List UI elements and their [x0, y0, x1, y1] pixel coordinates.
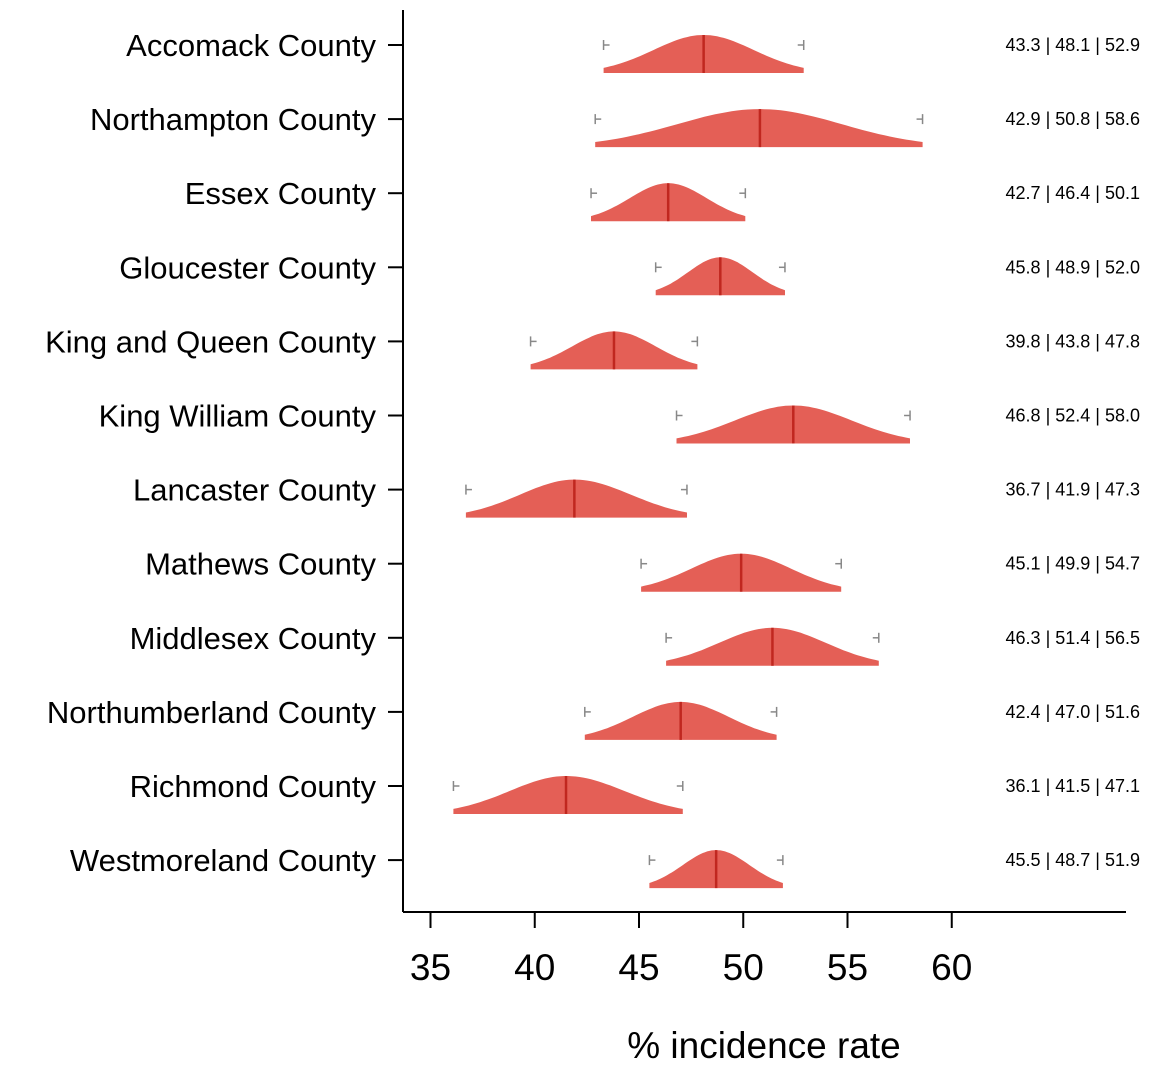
x-tick-label: 55: [827, 947, 868, 988]
interval-annotation: 36.1 | 41.5 | 47.1: [1006, 776, 1140, 796]
y-tick-label: Northumberland County: [47, 695, 377, 730]
row: Northampton County 42.9 | 50.8 | 58.6: [90, 102, 1140, 148]
row: Gloucester County 45.8 | 48.9 | 52.0: [119, 250, 1140, 296]
row: Accomack County 43.3 | 48.1 | 52.9: [126, 28, 1140, 73]
y-tick-label: King and Queen County: [45, 324, 376, 359]
x-axis-title: % incidence rate: [627, 1025, 901, 1065]
interval-annotation: 45.1 | 49.9 | 54.7: [1006, 554, 1140, 574]
row: King William County 46.8 | 52.4 | 58.0: [99, 399, 1140, 444]
interval-annotation: 42.7 | 46.4 | 50.1: [1006, 183, 1140, 203]
row: Mathews County 45.1 | 49.9 | 54.7: [145, 547, 1140, 592]
x-tick-label: 40: [514, 947, 555, 988]
y-tick-label: Middlesex County: [130, 621, 377, 656]
row: Middlesex County 46.3 | 51.4 | 56.5: [130, 621, 1140, 666]
interval-annotation: 43.3 | 48.1 | 52.9: [1006, 35, 1140, 55]
x-tick-label: 35: [410, 947, 451, 988]
x-axis: 35 40 45 50 55 60: [410, 912, 972, 988]
density-curve: [453, 776, 683, 814]
y-tick-label: Westmoreland County: [70, 843, 377, 878]
interval-annotation: 42.4 | 47.0 | 51.6: [1006, 702, 1140, 722]
row: Essex County 42.7 | 46.4 | 50.1: [185, 176, 1140, 222]
y-tick-label: Accomack County: [126, 28, 376, 63]
row: Richmond County 36.1 | 41.5 | 47.1: [130, 769, 1140, 814]
density-curve: [465, 479, 687, 518]
y-tick-label: Northampton County: [90, 102, 377, 137]
row: King and Queen County 39.8 | 43.8 | 47.8: [45, 324, 1140, 370]
interval-annotation: 46.8 | 52.4 | 58.0: [1006, 406, 1140, 426]
row: Northumberland County 42.4 | 47.0 | 51.6: [47, 695, 1140, 740]
row: Lancaster County 36.7 | 41.9 | 47.3: [133, 473, 1140, 518]
interval-annotation: 42.9 | 50.8 | 58.6: [1006, 109, 1140, 129]
y-tick-label: Gloucester County: [119, 250, 376, 285]
y-tick-label: Mathews County: [145, 547, 376, 582]
interval-annotation: 45.5 | 48.7 | 51.9: [1006, 850, 1140, 870]
x-tick-label: 60: [931, 947, 972, 988]
interval-annotation: 36.7 | 41.9 | 47.3: [1006, 480, 1140, 500]
y-tick-label: Richmond County: [130, 769, 377, 804]
y-tick-label: Lancaster County: [133, 473, 376, 508]
row: Westmoreland County 45.5 | 48.7 | 51.9: [70, 843, 1140, 889]
rows-layer: Accomack County 43.3 | 48.1 | 52.9 Northam…: [45, 28, 1140, 889]
x-tick-label: 45: [618, 947, 659, 988]
interval-annotation: 45.8 | 48.9 | 52.0: [1006, 257, 1140, 277]
interval-annotation: 46.3 | 51.4 | 56.5: [1006, 628, 1140, 648]
y-tick-label: Essex County: [185, 176, 377, 211]
y-tick-label: King William County: [99, 399, 377, 434]
interval-annotation: 39.8 | 43.8 | 47.8: [1006, 331, 1140, 351]
x-tick-label: 50: [723, 947, 764, 988]
